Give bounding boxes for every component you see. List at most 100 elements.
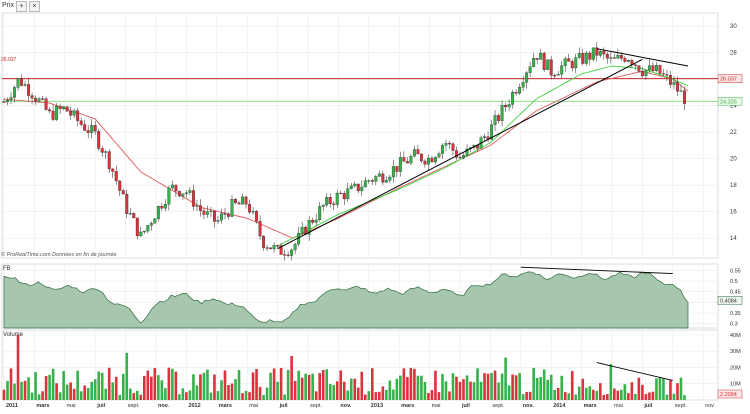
volume-bar bbox=[634, 394, 637, 400]
candle-body bbox=[37, 98, 41, 102]
volume-bar bbox=[213, 374, 216, 400]
candle-body bbox=[665, 74, 669, 76]
candle-body bbox=[616, 55, 620, 59]
volume-bar bbox=[160, 380, 164, 400]
candle-body bbox=[205, 211, 209, 215]
candle-body bbox=[588, 52, 592, 60]
candle-body bbox=[353, 183, 357, 187]
top-toolbar: Prix + × bbox=[2, 1, 40, 12]
volume-bar bbox=[97, 371, 101, 400]
candle-body bbox=[563, 58, 567, 66]
volume-bar bbox=[395, 378, 399, 400]
candle-body bbox=[244, 196, 248, 205]
volume-bar bbox=[195, 385, 199, 400]
volume-bar bbox=[55, 383, 58, 400]
x-tick-label: mai bbox=[432, 403, 441, 409]
volume-bar bbox=[486, 373, 490, 400]
candle-body bbox=[444, 143, 448, 146]
y-tick-label: 40M bbox=[730, 333, 741, 339]
x-tick-label: mai bbox=[67, 403, 76, 409]
volume-bar bbox=[227, 385, 230, 400]
y-tick-label: 0.45 bbox=[730, 290, 741, 296]
volume-bar bbox=[318, 373, 321, 400]
y-tick-label: 30 bbox=[730, 24, 737, 30]
add-indicator-button[interactable]: + bbox=[16, 1, 28, 12]
candle-body bbox=[458, 157, 462, 159]
volume-bar bbox=[241, 393, 244, 400]
volume-bar bbox=[72, 388, 76, 400]
volume-bar bbox=[100, 372, 104, 400]
volume-bar bbox=[76, 370, 79, 400]
candle-body bbox=[402, 157, 406, 162]
volume-bar bbox=[314, 391, 318, 400]
candle-body bbox=[483, 136, 487, 138]
candle-body bbox=[311, 220, 315, 223]
volume-bar bbox=[416, 375, 420, 400]
volume-bar bbox=[192, 374, 195, 400]
candle-body bbox=[363, 180, 367, 188]
candle-body bbox=[349, 185, 353, 189]
candle-body bbox=[356, 183, 360, 192]
volume-bar bbox=[216, 391, 220, 400]
y-tick-label: 24 bbox=[730, 104, 737, 110]
x-tick-label: juil bbox=[279, 403, 288, 409]
candle-body bbox=[412, 149, 416, 157]
candle-body bbox=[507, 104, 511, 108]
candle-body bbox=[451, 143, 455, 151]
candle-body bbox=[360, 186, 364, 192]
volume-bar bbox=[637, 377, 641, 400]
candle-body bbox=[69, 111, 73, 116]
close-panel-button[interactable]: × bbox=[28, 1, 40, 12]
volume-bar bbox=[48, 374, 51, 400]
volume-bar bbox=[9, 368, 13, 400]
candle-body bbox=[269, 247, 273, 250]
volume-bar bbox=[328, 383, 332, 400]
candle-body bbox=[23, 84, 27, 86]
volume-bar bbox=[353, 378, 357, 400]
volume-bar bbox=[262, 394, 265, 400]
candle-body bbox=[307, 220, 311, 235]
fb-panel-label: FB bbox=[3, 266, 11, 272]
volume-bar bbox=[574, 394, 578, 400]
volume-bar bbox=[321, 369, 325, 400]
candle-body bbox=[574, 57, 578, 69]
volume-bar bbox=[135, 390, 139, 400]
y-tick-label: 22 bbox=[730, 130, 737, 136]
candle-body bbox=[188, 190, 192, 193]
candle-body bbox=[58, 106, 62, 110]
candle-body bbox=[367, 180, 371, 182]
candle-body bbox=[44, 98, 48, 110]
candle-body bbox=[107, 151, 111, 170]
volume-bar bbox=[27, 377, 30, 400]
candle-body bbox=[100, 148, 104, 153]
candle-body bbox=[577, 53, 581, 58]
volume-bar bbox=[458, 381, 462, 400]
volume-bar bbox=[121, 373, 125, 400]
candle-body bbox=[325, 197, 329, 206]
volume-bar bbox=[297, 370, 300, 400]
volume-bar bbox=[167, 367, 171, 400]
volume-bar bbox=[356, 387, 360, 400]
candle-body bbox=[300, 226, 304, 234]
volume-bar bbox=[577, 386, 581, 400]
volume-bar bbox=[83, 385, 86, 400]
volume-bar bbox=[560, 375, 564, 400]
fb-area-series bbox=[3, 271, 689, 329]
volume-bar bbox=[234, 378, 237, 400]
candle-body bbox=[335, 192, 339, 205]
volume-bar bbox=[199, 374, 202, 400]
attribution-text: © ProRealTime.com Données en fin de jour… bbox=[1, 252, 117, 258]
candle-body bbox=[384, 180, 388, 183]
volume-bar bbox=[644, 394, 648, 400]
candle-body bbox=[163, 203, 167, 209]
x-tick-label: nov bbox=[705, 403, 714, 409]
candle-body bbox=[342, 193, 346, 200]
candle-body bbox=[6, 100, 9, 103]
volume-bar bbox=[662, 378, 665, 400]
candle-body bbox=[553, 75, 557, 77]
candle-body bbox=[290, 249, 294, 256]
fb-value-tag-box bbox=[717, 296, 743, 305]
candle-body bbox=[661, 73, 665, 75]
candle-body bbox=[581, 53, 585, 64]
candle-body bbox=[332, 203, 336, 205]
